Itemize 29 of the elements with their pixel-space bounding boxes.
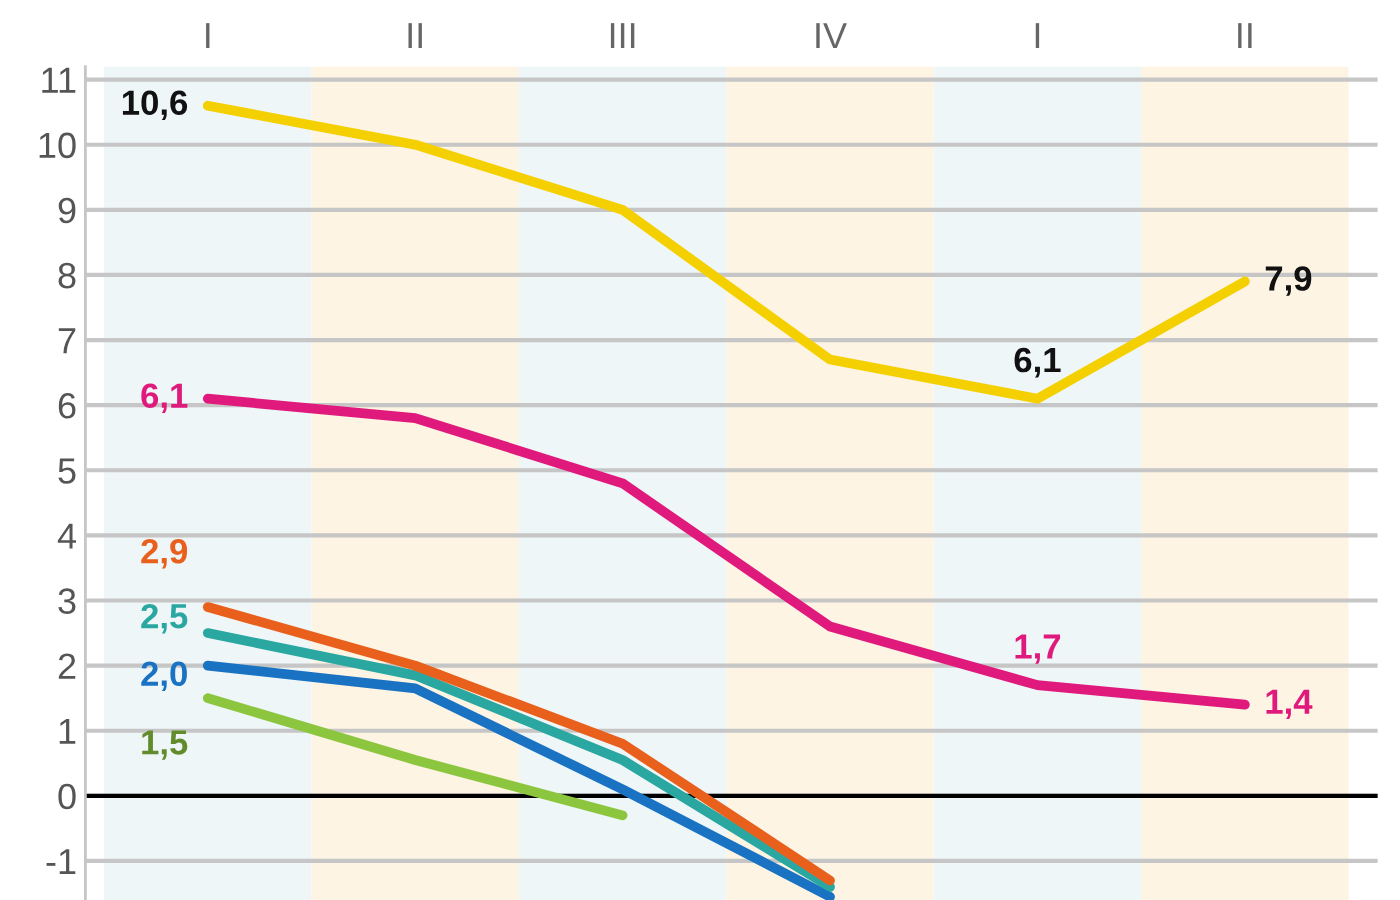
- y-tick-label: 2: [58, 653, 76, 679]
- x-tick-label: I: [206, 23, 210, 48]
- y-tick-label: 1: [59, 718, 76, 744]
- data-label: 1,5: [142, 730, 188, 760]
- y-tick-label: -1: [46, 849, 76, 875]
- y-tick-label: 9: [58, 197, 76, 224]
- data-label: 1,7: [1015, 634, 1061, 664]
- x-tick-label: II: [408, 23, 422, 48]
- x-tick-label: I: [1035, 23, 1040, 48]
- data-label: 1,4: [1266, 689, 1313, 720]
- y-tick-label: 11: [42, 67, 76, 93]
- data-label: 2,9: [141, 538, 188, 569]
- y-tick-label: 10: [39, 132, 76, 159]
- y-tick-label: 4: [57, 523, 77, 549]
- y-tick-label: 3: [58, 588, 76, 614]
- data-label: 2,5: [141, 603, 188, 634]
- x-tick-label: III: [610, 23, 635, 48]
- y-tick-label: 0: [58, 783, 76, 810]
- data-label: 7,9: [1265, 266, 1312, 296]
- x-tick-label: II: [1238, 23, 1252, 48]
- data-label: 10,6: [122, 90, 188, 121]
- y-tick-label: 5: [58, 458, 76, 484]
- y-tick-label: 6: [58, 393, 76, 419]
- y-tick-label: 8: [58, 262, 76, 289]
- data-label: 2,0: [141, 661, 187, 692]
- data-label: 6,1: [1014, 347, 1061, 378]
- data-label: 6,1: [141, 383, 188, 414]
- x-tick-label: IV: [816, 23, 847, 48]
- y-tick-label: 7: [58, 328, 76, 354]
